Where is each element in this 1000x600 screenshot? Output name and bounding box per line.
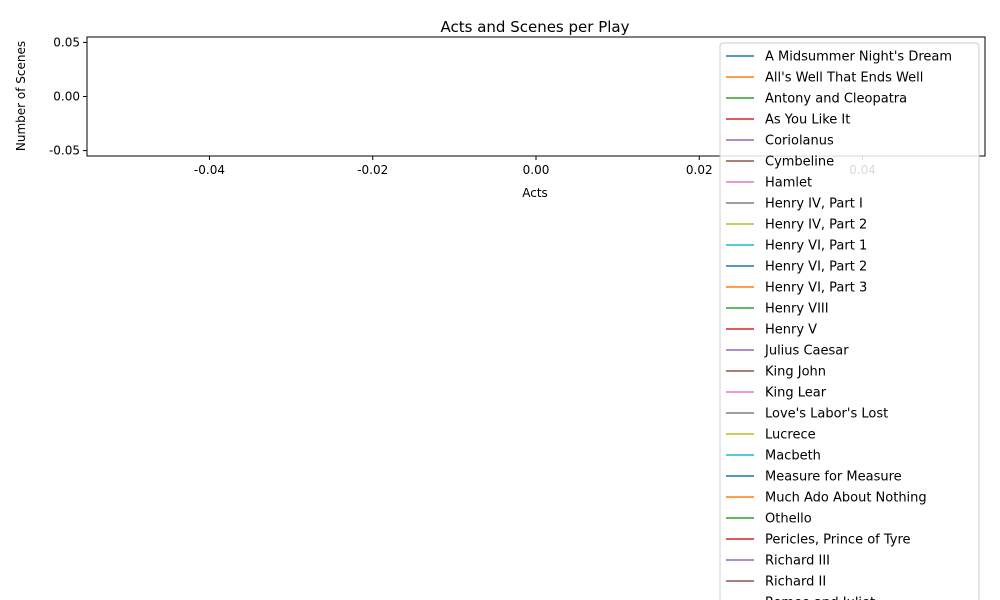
- legend-entry: Richard II: [726, 575, 826, 590]
- legend-label: Much Ado About Nothing: [765, 491, 927, 506]
- legend-label: King Lear: [765, 386, 827, 401]
- legend-entry: Antony and Cleopatra: [726, 92, 907, 107]
- legend-entry: King Lear: [726, 386, 827, 401]
- legend-label: Richard II: [765, 575, 826, 590]
- legend-entry: Henry IV, Part 2: [726, 218, 867, 233]
- legend-entry: Henry VIII: [726, 302, 829, 317]
- legend-entry: Love's Labor's Lost: [726, 407, 888, 422]
- legend-label: Love's Labor's Lost: [765, 407, 888, 422]
- legend-label: Antony and Cleopatra: [765, 92, 907, 107]
- legend-label: Henry V: [765, 323, 817, 338]
- x-tick-label: 0.02: [686, 163, 713, 177]
- legend-entry: Henry V: [726, 323, 817, 338]
- legend-entry: Richard III: [726, 554, 830, 569]
- legend-entry: Henry VI, Part 3: [726, 281, 867, 296]
- legend-label: Othello: [765, 512, 812, 527]
- legend-label: Coriolanus: [765, 134, 834, 149]
- legend-label: Macbeth: [765, 449, 821, 464]
- y-tick-label: 0.05: [53, 35, 80, 49]
- x-tick-label: -0.02: [357, 163, 388, 177]
- x-tick-label: -0.04: [194, 163, 225, 177]
- legend-label: Hamlet: [765, 176, 812, 191]
- legend-entry: All's Well That Ends Well: [726, 71, 923, 86]
- y-tick-label: -0.05: [49, 144, 80, 158]
- legend-box: [719, 42, 980, 600]
- y-tick-label: 0.00: [53, 90, 80, 104]
- legend-label: Pericles, Prince of Tyre: [765, 533, 911, 548]
- legend-label: Lucrece: [765, 428, 816, 443]
- legend-entry: Othello: [726, 512, 812, 527]
- y-axis-ticks: -0.05 0.00 0.05: [49, 35, 87, 158]
- legend-entry: A Midsummer Night's Dream: [726, 50, 952, 65]
- legend-entry: Henry VI, Part 2: [726, 260, 867, 275]
- legend-entry: Lucrece: [726, 428, 816, 443]
- legend-label: Henry VI, Part 3: [765, 281, 867, 296]
- legend-entry: Coriolanus: [726, 134, 834, 149]
- legend-entry: As You Like It: [726, 113, 850, 128]
- x-tick-label: 0.00: [523, 163, 550, 177]
- legend-label: Measure for Measure: [765, 470, 902, 485]
- x-axis-label: Acts: [522, 186, 548, 200]
- legend-entry: Henry IV, Part I: [726, 197, 863, 212]
- legend-label: Cymbeline: [765, 155, 834, 170]
- y-axis-label: Number of Scenes: [14, 41, 28, 151]
- legend-entry: Cymbeline: [726, 155, 834, 170]
- legend-label: Henry VI, Part 1: [765, 239, 867, 254]
- legend-label: Henry VIII: [765, 302, 829, 317]
- legend-label: Richard III: [765, 554, 830, 569]
- legend-entry: Romeo and Juliet: [765, 596, 875, 600]
- legend-entry: King John: [726, 365, 826, 380]
- legend-label: As You Like It: [765, 113, 850, 128]
- legend-label: Julius Caesar: [764, 344, 849, 359]
- legend-label: Romeo and Juliet: [765, 596, 875, 600]
- legend-entry: Much Ado About Nothing: [726, 491, 927, 506]
- legend-entry: Henry VI, Part 1: [726, 239, 867, 254]
- legend-label: King John: [765, 365, 826, 380]
- legend-label: A Midsummer Night's Dream: [765, 50, 952, 65]
- legend-entry: Measure for Measure: [726, 470, 902, 485]
- legend-entry: Julius Caesar: [726, 344, 849, 359]
- legend-entry: Macbeth: [726, 449, 821, 464]
- legend-label: All's Well That Ends Well: [765, 71, 923, 86]
- legend-label: Henry VI, Part 2: [765, 260, 867, 275]
- legend: A Midsummer Night's Dream All's Well That…: [719, 42, 980, 600]
- legend-label: Henry IV, Part I: [765, 197, 863, 212]
- legend-label: Henry IV, Part 2: [765, 218, 867, 233]
- legend-entry: Pericles, Prince of Tyre: [726, 533, 911, 548]
- legend-entry: Hamlet: [726, 176, 812, 191]
- chart-title: Acts and Scenes per Play: [441, 18, 630, 36]
- legend-items: A Midsummer Night's Dream All's Well That…: [726, 50, 952, 600]
